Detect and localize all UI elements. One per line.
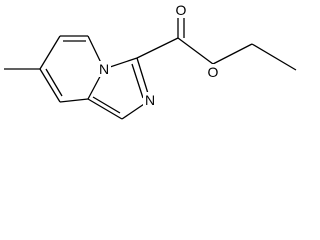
bond (251, 43, 297, 71)
bond (39, 68, 61, 103)
bond (212, 43, 253, 65)
atom-labels: N N O O (96, 2, 221, 108)
atom-label: N (145, 92, 155, 108)
bond (177, 37, 214, 65)
label-background (96, 61, 111, 77)
bond (136, 37, 179, 59)
label-background (143, 92, 158, 108)
atom-label: O (208, 64, 219, 80)
structure-diagram: N N O O (4, 2, 297, 120)
bond (59, 98, 89, 103)
bond (39, 35, 61, 70)
label-background (173, 2, 189, 18)
label-background (205, 64, 221, 81)
bond (92, 96, 121, 114)
atom-label: O (176, 2, 187, 18)
atom-label: N (99, 61, 109, 77)
bond (45, 68, 63, 97)
bond (131, 63, 144, 99)
bond (87, 98, 123, 120)
page: {"atoms": {"n_ring": "N", "n_imidazole":… (4, 2, 297, 120)
